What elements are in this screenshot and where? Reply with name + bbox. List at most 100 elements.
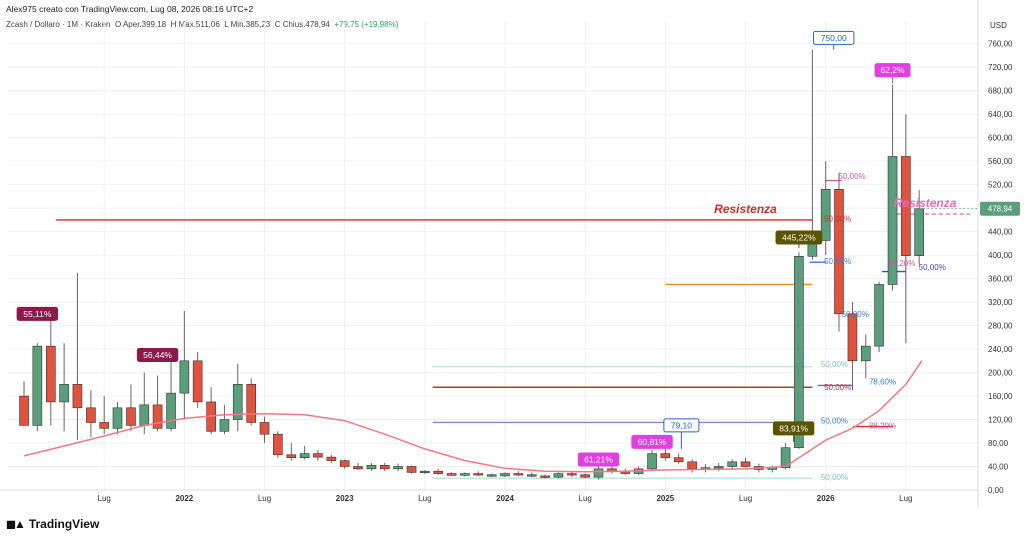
fib-level-label: 78,60% — [869, 377, 896, 386]
y-tick-label: 0,00 — [988, 486, 1004, 495]
candle — [673, 453, 684, 464]
fib-level-label: 88,20% — [869, 421, 896, 430]
candle-body — [379, 465, 390, 470]
candle — [366, 462, 377, 471]
candle-body — [500, 473, 510, 477]
candle-body — [687, 461, 697, 470]
candle — [326, 454, 337, 463]
candle — [700, 464, 711, 473]
x-tick-label: Lug — [739, 494, 752, 503]
callout-box — [874, 63, 911, 78]
candle-body — [32, 345, 43, 426]
candle-body — [19, 395, 29, 426]
moving-average-layer — [23, 360, 923, 473]
candle — [647, 450, 657, 471]
symbol-name[interactable]: Zcash / Dollaro · 1M · Kraken — [6, 20, 111, 29]
fib-level-label: 50,00% — [824, 215, 851, 224]
y-tick-label: 200,00 — [988, 369, 1013, 378]
candle-body — [713, 466, 724, 469]
candle-body — [673, 457, 684, 463]
candle-body — [513, 473, 524, 476]
moving-average-line — [23, 360, 923, 473]
fib-level-label: 50,00% — [839, 172, 866, 181]
candle-body — [834, 189, 844, 315]
candle-body — [540, 475, 550, 478]
candle-body — [139, 404, 150, 426]
candle — [887, 84, 898, 291]
candle-body — [847, 313, 858, 362]
candle — [152, 375, 163, 432]
candle-body — [526, 474, 537, 477]
candle-body — [486, 474, 497, 477]
candle — [593, 466, 604, 480]
candle-body — [780, 447, 791, 468]
candle — [460, 472, 470, 477]
open-label: O — [114, 20, 122, 29]
candle-body — [232, 384, 243, 420]
candle — [259, 416, 270, 444]
candle-body — [246, 384, 257, 423]
candle — [353, 462, 363, 471]
last-price-tag — [980, 201, 1020, 216]
y-tick-label: 760,00 — [988, 40, 1013, 49]
horizontal-lines-layer — [56, 179, 970, 479]
candle-body — [860, 345, 871, 362]
candle-body — [219, 419, 230, 432]
callout-badge: 445,22% — [775, 230, 823, 249]
candle-body — [901, 156, 911, 257]
candle — [433, 468, 443, 475]
candle — [32, 343, 43, 432]
candle — [192, 352, 203, 408]
tradingview-logo-icon: ◼▲ — [6, 517, 26, 531]
candle-body — [593, 468, 604, 478]
y-tick-label: 680,00 — [988, 87, 1013, 96]
candle-body — [420, 470, 430, 474]
candle — [46, 319, 56, 426]
callout-badge: 79,10 — [663, 418, 700, 449]
callout-text: 56,44% — [143, 350, 172, 360]
low-value: Min.385,23 — [230, 20, 271, 29]
callout-badge: 60,81% — [631, 434, 673, 449]
candle — [19, 381, 29, 426]
candle — [526, 472, 537, 478]
candle — [540, 474, 550, 479]
candle — [286, 443, 297, 461]
callout-box — [813, 30, 855, 45]
candle — [179, 310, 190, 420]
candle-body — [59, 384, 69, 403]
callout-text: 62,2% — [880, 65, 905, 75]
candle-body — [86, 407, 96, 423]
candle-body — [366, 465, 377, 470]
candle — [727, 459, 738, 469]
candle — [299, 445, 310, 460]
callout-badge: 62,2% — [874, 63, 911, 84]
candle — [807, 49, 818, 260]
callout-box — [631, 434, 673, 449]
candle-body — [339, 460, 350, 467]
candle-body — [286, 454, 297, 459]
candle — [99, 396, 109, 435]
callout-text: 79,10 — [671, 420, 693, 430]
fib-level-label: 50,00% — [824, 257, 851, 266]
callout-badge: 83,91% — [772, 421, 815, 442]
candle-body — [112, 407, 123, 429]
tradingview-logo[interactable]: ◼▲ TradingView — [6, 517, 99, 531]
tradingview-logo-text: TradingView — [28, 517, 100, 531]
callout-text: 55,11% — [23, 309, 52, 319]
callout-badge: 61,21% — [577, 452, 620, 467]
candle — [379, 462, 390, 472]
candle-body — [473, 473, 484, 476]
candle — [86, 390, 96, 438]
candle-body — [660, 453, 671, 459]
candle-body — [553, 473, 564, 478]
candle — [687, 459, 697, 473]
callout-text: 83,91% — [779, 423, 808, 433]
callout-badge: 750,00 — [813, 30, 855, 50]
candle — [834, 172, 844, 332]
candle-body — [647, 453, 657, 470]
open-value: Aper.399,18 — [122, 20, 167, 29]
callout-box — [663, 418, 700, 433]
candle-body — [820, 189, 831, 241]
y-tick-label: 320,00 — [988, 298, 1013, 307]
